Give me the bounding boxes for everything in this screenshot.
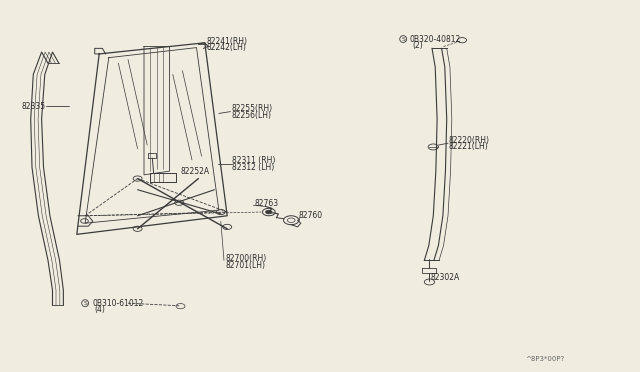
Text: 82302A: 82302A xyxy=(430,273,460,282)
Text: 82252A: 82252A xyxy=(180,167,210,176)
Text: 82241(RH): 82241(RH) xyxy=(207,37,248,46)
Text: ^8P3*00P?: ^8P3*00P? xyxy=(525,356,564,362)
Text: 82256(LH): 82256(LH) xyxy=(232,111,272,120)
Text: S: S xyxy=(401,36,405,42)
Text: 0B310-61012: 0B310-61012 xyxy=(93,299,144,308)
Text: 82312 (LH): 82312 (LH) xyxy=(232,163,275,172)
Text: 82255(RH): 82255(RH) xyxy=(232,104,273,113)
Text: 82763: 82763 xyxy=(255,199,279,208)
Text: (4): (4) xyxy=(95,305,106,314)
Text: 82221(LH): 82221(LH) xyxy=(449,142,488,151)
Circle shape xyxy=(266,210,272,214)
Text: 82220(RH): 82220(RH) xyxy=(449,136,490,145)
Text: 82701(LH): 82701(LH) xyxy=(226,261,266,270)
Text: 82242(LH): 82242(LH) xyxy=(207,43,246,52)
Text: 82760: 82760 xyxy=(299,211,323,219)
Text: (2): (2) xyxy=(413,41,424,50)
Text: 0B320-40812: 0B320-40812 xyxy=(410,35,461,44)
Text: 82335: 82335 xyxy=(22,102,46,110)
Text: S: S xyxy=(83,301,87,306)
Text: 82311 (RH): 82311 (RH) xyxy=(232,156,276,165)
Text: 82700(RH): 82700(RH) xyxy=(226,254,267,263)
